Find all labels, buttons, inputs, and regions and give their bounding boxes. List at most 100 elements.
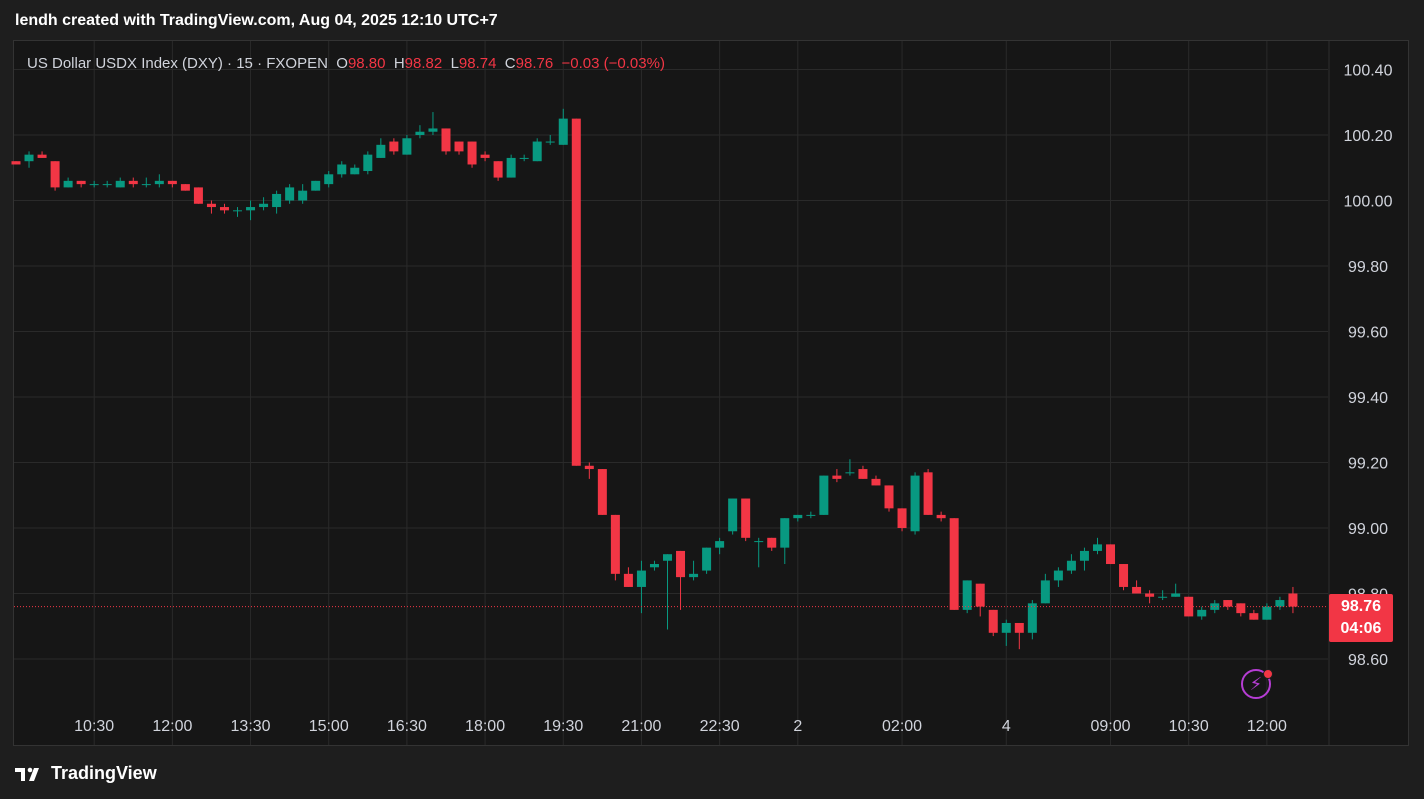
- candle-body: [728, 498, 738, 532]
- candle-body: [532, 141, 542, 162]
- candle-body: [428, 128, 438, 132]
- candle-body: [63, 180, 73, 188]
- candle-body: [246, 207, 256, 211]
- candle-body: [350, 167, 360, 175]
- candle-body: [676, 550, 686, 578]
- candle-body: [1288, 593, 1298, 607]
- candle-body: [389, 141, 399, 152]
- y-tick-label: 99.00: [1348, 521, 1388, 538]
- candle-body: [1119, 564, 1129, 587]
- candle-body: [545, 141, 555, 143]
- candle-body: [115, 180, 125, 188]
- brand-name: TradingView: [51, 763, 157, 783]
- x-tick-label: 4: [1002, 718, 1011, 735]
- high-label: H: [393, 55, 405, 72]
- candle-body: [154, 180, 164, 185]
- candle-body: [1132, 586, 1142, 594]
- x-tick-label: 12:00: [152, 718, 192, 735]
- candle-body: [337, 164, 347, 175]
- open-value: 98.80: [347, 55, 386, 72]
- x-tick-label: 15:00: [309, 718, 349, 735]
- notification-dot: [1263, 669, 1273, 679]
- y-tick-label: 99.40: [1348, 390, 1388, 407]
- symbol-legend: US Dollar USDX Index (DXY) · 15 · FXOPEN…: [27, 55, 665, 72]
- bar-countdown: 04:06: [1340, 620, 1382, 637]
- candle-body: [702, 547, 712, 571]
- candle-body: [1249, 613, 1259, 620]
- candle-body: [467, 141, 477, 165]
- candle-body: [832, 475, 842, 479]
- close-value: 98.76: [515, 55, 554, 72]
- x-tick-label: 02:00: [882, 718, 922, 735]
- candle-body: [441, 128, 451, 152]
- last-price-value: 98.76: [1340, 598, 1382, 615]
- candle-body: [298, 190, 308, 201]
- candle-body: [50, 161, 60, 188]
- candle-body: [1184, 596, 1194, 617]
- candle-body: [311, 180, 321, 191]
- candle-body: [1027, 603, 1037, 633]
- candle-body: [89, 184, 99, 186]
- candle-body: [936, 514, 946, 519]
- candle-body: [1040, 580, 1050, 604]
- candle-body: [1066, 560, 1076, 571]
- candle-body: [1197, 609, 1207, 617]
- candle-body: [767, 537, 777, 548]
- candle-body: [1223, 600, 1233, 607]
- candle-body: [37, 154, 47, 158]
- candle-body: [493, 161, 503, 178]
- x-tick-label: 13:30: [231, 718, 271, 735]
- candle-body: [1262, 606, 1272, 620]
- chart-credit: lendh created with TradingView.com, Aug …: [15, 12, 498, 29]
- candle-body: [219, 207, 229, 211]
- candle-body: [128, 180, 138, 185]
- candle-body: [272, 193, 282, 208]
- candle-body: [689, 573, 699, 578]
- candle-body: [24, 154, 34, 162]
- x-tick-label: 12:00: [1247, 718, 1287, 735]
- candle-body: [1158, 596, 1168, 598]
- x-tick-label: 19:30: [543, 718, 583, 735]
- candle-body: [858, 469, 868, 479]
- x-tick-label: 2: [793, 718, 802, 735]
- candle-body: [141, 184, 151, 186]
- candle-body: [1001, 622, 1011, 633]
- x-tick-label: 18:00: [465, 718, 505, 735]
- candle-body: [975, 583, 985, 607]
- tradingview-footer: TradingView: [15, 763, 157, 784]
- candle-body: [206, 203, 216, 208]
- candle-body: [623, 573, 633, 587]
- candle-body: [1275, 600, 1285, 607]
- candle-body: [285, 187, 295, 201]
- candle-body: [1236, 603, 1246, 614]
- chart-frame[interactable]: [13, 40, 1409, 746]
- close-label: C: [504, 55, 516, 72]
- y-tick-label: 100.20: [1344, 128, 1393, 145]
- candle-body: [454, 141, 464, 152]
- low-value: 98.74: [458, 55, 497, 72]
- candle-body: [923, 472, 933, 515]
- high-value: 98.82: [404, 55, 443, 72]
- y-tick-label: 99.80: [1348, 259, 1388, 276]
- candle-body: [610, 514, 620, 574]
- x-tick-label: 22:30: [700, 718, 740, 735]
- x-tick-label: 09:00: [1090, 718, 1130, 735]
- candle-body: [715, 541, 725, 548]
- lightning-icon[interactable]: ⚡︎: [1241, 669, 1271, 699]
- candle-body: [584, 465, 594, 470]
- candle-body: [819, 475, 829, 515]
- candle-body: [845, 472, 855, 474]
- candle-body: [988, 609, 998, 633]
- x-tick-label: 16:30: [387, 718, 427, 735]
- candle-body: [1079, 550, 1089, 561]
- y-tick-label: 98.60: [1348, 652, 1388, 669]
- candle-body: [1014, 622, 1024, 633]
- candle-body: [415, 131, 425, 135]
- candle-body: [962, 580, 972, 610]
- candle-body: [376, 144, 386, 158]
- candle-body: [402, 138, 412, 155]
- candle-body: [663, 554, 672, 561]
- y-tick-label: 100.00: [1344, 194, 1393, 211]
- x-tick-label: 10:30: [1169, 718, 1209, 735]
